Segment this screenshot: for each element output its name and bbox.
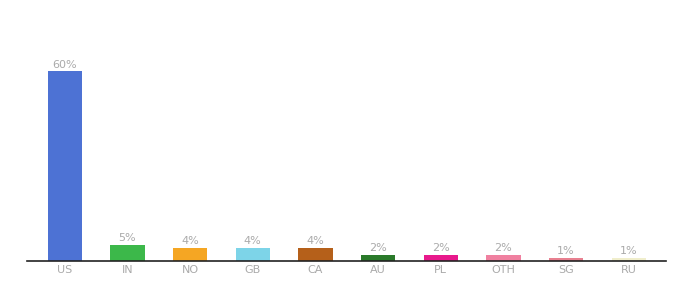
Bar [173,248,207,261]
Text: 2%: 2% [432,243,449,253]
Text: 4%: 4% [182,236,199,247]
Text: 4%: 4% [244,236,262,247]
Text: 60%: 60% [52,59,77,70]
Text: 1%: 1% [558,246,575,256]
Bar [549,258,583,261]
Text: 1%: 1% [620,246,638,256]
Text: 4%: 4% [307,236,324,247]
Text: 2%: 2% [369,243,387,253]
Text: 5%: 5% [118,233,136,243]
Bar [299,248,333,261]
Bar [48,71,82,261]
Text: 2%: 2% [494,243,512,253]
Bar [110,245,145,261]
Bar [235,248,270,261]
Bar [611,258,646,261]
Bar [486,255,521,261]
Bar [424,255,458,261]
Bar [361,255,395,261]
